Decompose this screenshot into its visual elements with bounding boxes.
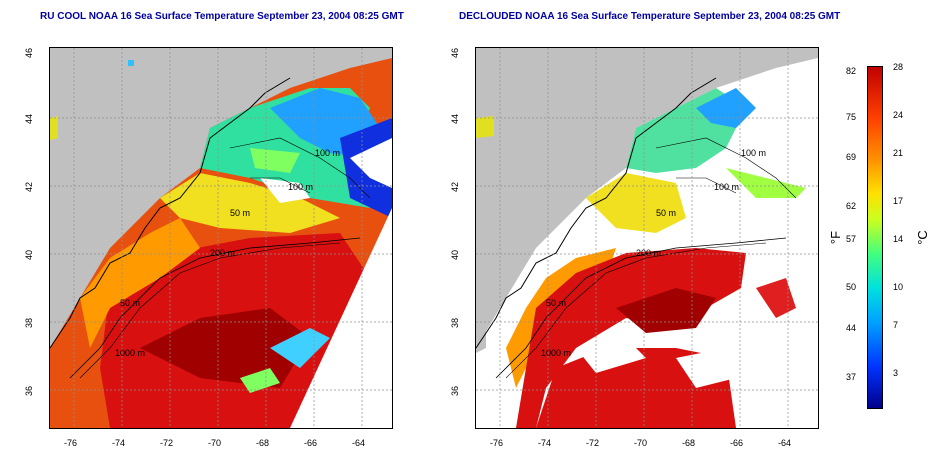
right-lon-tick: -64	[778, 438, 792, 448]
left-lon-tick: -72	[160, 438, 174, 448]
celsius-tick: 21	[893, 148, 904, 158]
isobath-label: 100 m	[741, 148, 767, 158]
isobath-label: 200 m	[636, 248, 662, 258]
left-lon-tick: -64	[352, 438, 366, 448]
right-lat-tick: 38	[450, 317, 461, 329]
fahrenheit-tick: 82	[846, 66, 857, 76]
celsius-tick: 17	[893, 196, 904, 206]
right-lon-tick: -70	[634, 438, 648, 448]
isobath-label: 100 m	[288, 182, 314, 192]
celsius-tick: 14	[893, 234, 904, 244]
celsius-tick: 24	[893, 110, 904, 120]
isobath-label: 1000 m	[541, 348, 572, 358]
left-lat-tick: 44	[24, 113, 35, 125]
fahrenheit-tick: 37	[846, 372, 857, 382]
left-lat-tick: 46	[24, 47, 35, 59]
right-lon-tick: -66	[730, 438, 744, 448]
right-lat-tick: 42	[450, 181, 461, 193]
temperature-colorbar	[867, 66, 883, 409]
isobath-label: 50 m	[120, 298, 141, 308]
isobath-label: 100 m	[315, 148, 341, 158]
right-lon-tick: -72	[586, 438, 600, 448]
right-lat-tick: 44	[450, 113, 461, 125]
left-lat-tick: 36	[24, 385, 35, 397]
right-lat-tick: 46	[450, 47, 461, 59]
isobath-label: 50 m	[656, 208, 677, 218]
right-map-title: DECLOUDED NOAA 16 Sea Surface Temperatur…	[459, 11, 841, 22]
left-lon-tick: -74	[112, 438, 126, 448]
fahrenheit-unit-label: °F	[828, 230, 844, 245]
isobath-label: 1000 m	[115, 348, 146, 358]
left-lon-tick: -76	[64, 438, 78, 448]
celsius-unit-label: °C	[914, 230, 930, 245]
left-lon-tick: -68	[256, 438, 270, 448]
right-lat-tick: 40	[450, 249, 461, 261]
fahrenheit-tick: 50	[846, 282, 857, 292]
right-lon-tick: -68	[682, 438, 696, 448]
fahrenheit-tick: 69	[846, 152, 857, 162]
left-map-title: RU COOL NOAA 16 Sea Surface Temperature …	[40, 11, 404, 22]
celsius-tick: 3	[893, 368, 899, 378]
fahrenheit-tick: 62	[846, 201, 857, 211]
left-lon-tick: -70	[208, 438, 222, 448]
celsius-tick: 28	[893, 62, 904, 72]
isobath-label: 50 m	[546, 298, 567, 308]
left-lat-tick: 40	[24, 249, 35, 261]
right-sst-map: 100 m 100 m 50 m 200 m 50 m 1000 m	[475, 47, 819, 429]
celsius-tick: 7	[893, 320, 899, 330]
isobath-label: 50 m	[230, 208, 251, 218]
celsius-tick: 10	[893, 282, 904, 292]
left-lon-tick: -66	[304, 438, 318, 448]
left-sst-map: 100 m 100 m 50 m 200 m 50 m 1000 m	[49, 47, 393, 429]
isobath-label: 100 m	[714, 182, 740, 192]
right-lat-tick: 36	[450, 385, 461, 397]
isobath-label: 200 m	[210, 248, 236, 258]
right-lon-tick: -76	[490, 438, 504, 448]
fahrenheit-tick: 57	[846, 234, 857, 244]
left-lat-tick: 38	[24, 317, 35, 329]
right-lon-tick: -74	[538, 438, 552, 448]
left-lat-tick: 42	[24, 181, 35, 193]
fahrenheit-tick: 44	[846, 323, 857, 333]
fahrenheit-tick: 75	[846, 112, 857, 122]
